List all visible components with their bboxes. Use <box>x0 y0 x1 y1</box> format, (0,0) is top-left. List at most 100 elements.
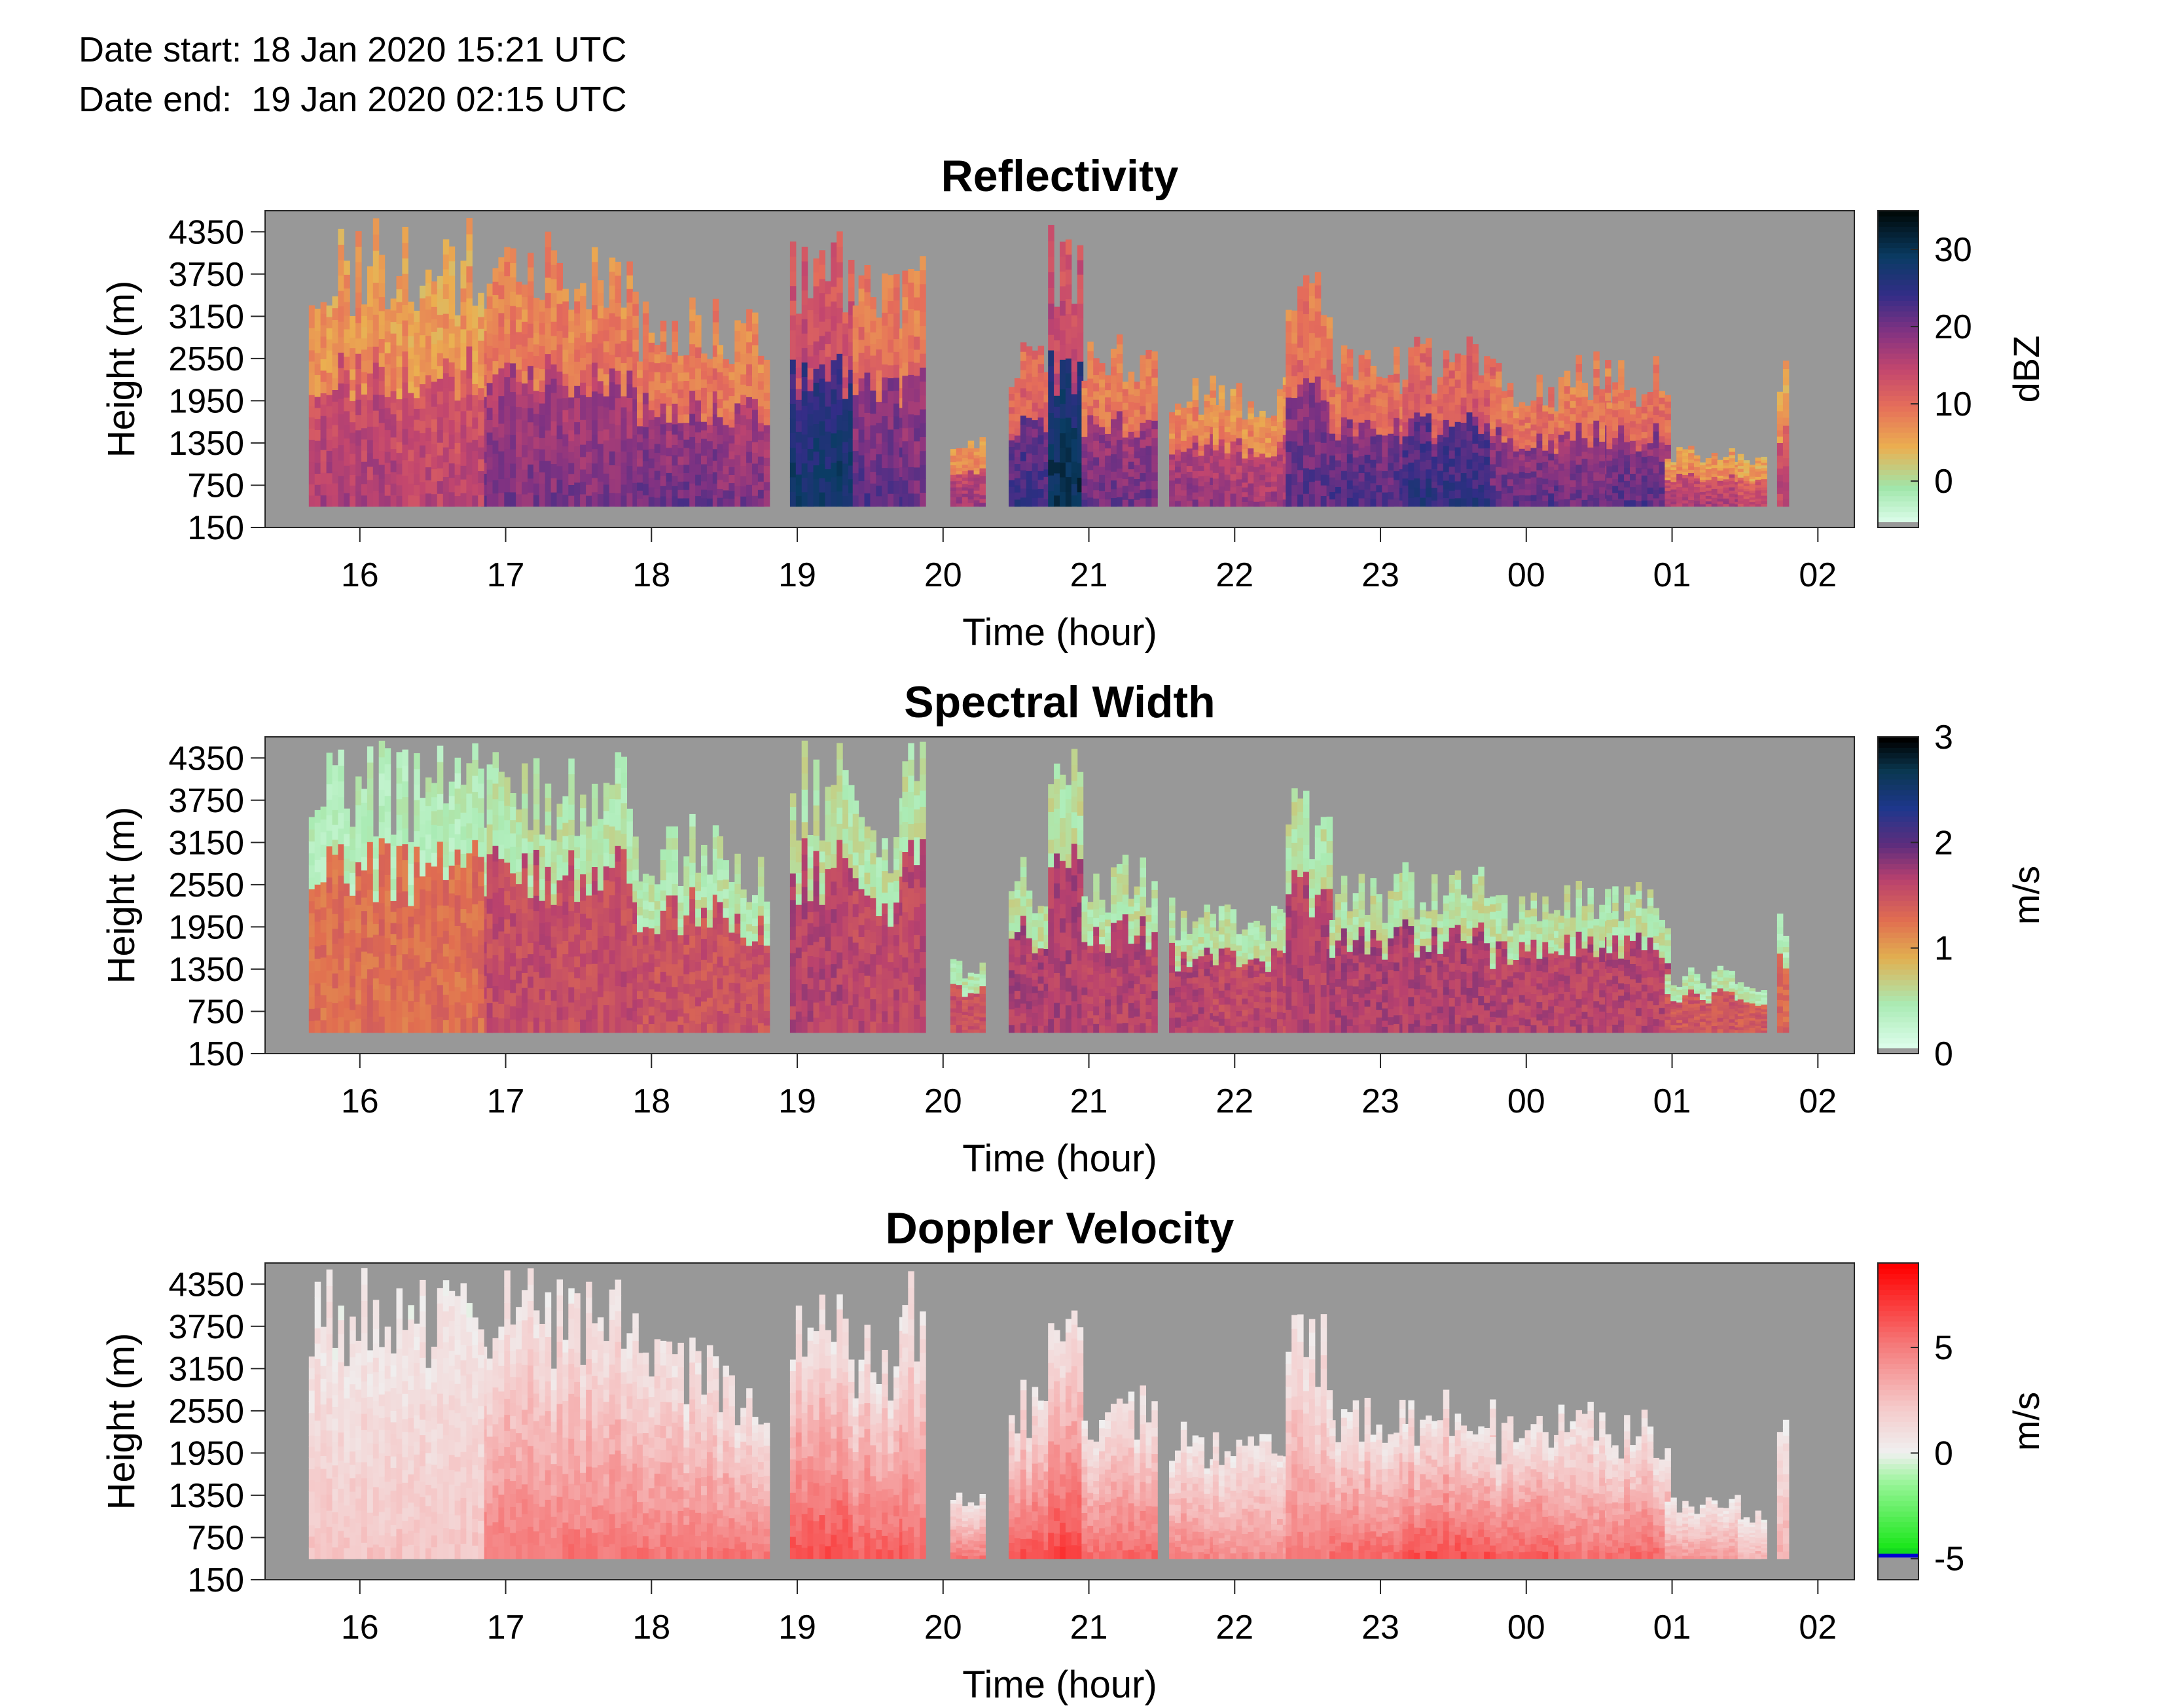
heat-cell <box>396 377 403 389</box>
heat-cell <box>1558 427 1565 435</box>
heat-cell <box>580 821 586 835</box>
heat-cell <box>1077 404 1084 420</box>
heat-cell <box>1329 484 1336 492</box>
heat-cell <box>626 357 633 371</box>
heat-cell <box>528 953 534 966</box>
heat-cell <box>1230 435 1237 442</box>
heat-cell <box>1271 431 1278 436</box>
heat-cell <box>1431 444 1438 451</box>
heat-cell <box>586 418 592 431</box>
heat-cell <box>852 350 859 362</box>
heat-cell <box>825 331 831 344</box>
heat-cell <box>734 413 741 424</box>
heat-cell <box>1364 393 1371 403</box>
heat-cell <box>1358 464 1365 473</box>
echo-segment <box>717 309 770 507</box>
heat-cell <box>1536 418 1543 427</box>
heat-cell <box>746 452 753 463</box>
heat-cell <box>837 414 843 431</box>
heat-cell <box>902 283 909 298</box>
heat-cell <box>492 294 499 309</box>
heat-cell <box>478 293 484 306</box>
heat-cell <box>870 297 876 310</box>
heat-cell <box>361 461 368 473</box>
heat-cell <box>1093 457 1100 466</box>
heat-cell <box>1408 497 1414 507</box>
heat-cell <box>1593 497 1600 507</box>
heat-cell <box>510 277 516 292</box>
heat-cell <box>672 321 678 332</box>
heat-cell <box>979 468 986 472</box>
heat-cell <box>1192 456 1199 465</box>
heat-cell <box>1507 424 1514 432</box>
heat-cell <box>528 478 534 493</box>
heat-cell <box>1478 470 1485 478</box>
heat-cell <box>813 396 819 410</box>
heat-cell <box>1077 332 1084 347</box>
heat-cell <box>522 883 528 898</box>
heat-cell <box>486 868 494 884</box>
heat-cell <box>1670 472 1677 475</box>
heat-cell <box>556 880 563 893</box>
heat-cell <box>603 935 610 950</box>
heat-cell <box>1186 401 1193 408</box>
heat-cell <box>1204 475 1210 482</box>
heat-cell <box>320 313 327 326</box>
heat-cell <box>308 450 315 463</box>
heat-cell <box>332 296 338 309</box>
heat-cell <box>1077 491 1084 507</box>
heat-cell <box>666 481 673 490</box>
heat-cell <box>367 279 374 294</box>
heat-cell <box>712 380 719 392</box>
heat-cell <box>308 383 315 395</box>
heat-cell <box>1346 357 1354 367</box>
heat-cell <box>1382 492 1388 500</box>
heat-cell <box>807 379 814 391</box>
heat-cell <box>1259 501 1266 507</box>
heat-cell <box>858 416 865 430</box>
heat-cell <box>308 361 315 373</box>
heat-cell <box>437 493 444 507</box>
heat-cell <box>1026 488 1033 498</box>
heat-cell <box>1711 459 1718 463</box>
heat-cell <box>801 247 808 262</box>
heat-cell <box>831 286 837 302</box>
heat-cell <box>1437 470 1444 478</box>
heat-cell <box>1519 495 1526 501</box>
heat-cell <box>568 774 575 790</box>
heat-cell <box>1743 496 1750 499</box>
heat-cell <box>1271 486 1278 492</box>
heat-cell <box>1694 461 1701 465</box>
heat-cell <box>326 305 333 317</box>
heat-cell <box>1581 465 1588 472</box>
heat-cell <box>1665 461 1671 465</box>
heat-cell <box>1259 495 1266 502</box>
heat-cell <box>1248 459 1254 466</box>
heat-cell <box>516 970 522 984</box>
heat-cell <box>626 397 633 412</box>
heat-cell <box>1253 476 1260 482</box>
heat-cell <box>437 327 444 341</box>
heat-cell <box>1665 469 1671 472</box>
heat-cell <box>1105 455 1111 463</box>
heat-cell <box>819 492 825 507</box>
heat-cell <box>1478 491 1485 500</box>
heat-cell <box>586 309 592 321</box>
heat-cell <box>460 438 467 452</box>
heat-cell <box>1782 441 1790 450</box>
panel-reflectivity: Reflectivity1507501350195025503150375043… <box>100 151 2047 654</box>
heat-cell <box>1776 398 1784 405</box>
heat-cell <box>414 387 420 399</box>
heat-cell <box>920 395 926 410</box>
heat-cell <box>1670 496 1677 499</box>
heat-cell <box>1341 417 1348 427</box>
heat-cell <box>701 489 708 499</box>
heat-cell <box>1694 463 1701 467</box>
heat-cell <box>1116 497 1123 507</box>
heat-cell <box>1116 334 1123 345</box>
heat-cell <box>825 356 831 370</box>
heat-cell <box>1599 441 1606 448</box>
heat-cell <box>396 484 403 496</box>
heat-cell <box>580 456 586 470</box>
x-tick-label: 19 <box>778 556 816 594</box>
